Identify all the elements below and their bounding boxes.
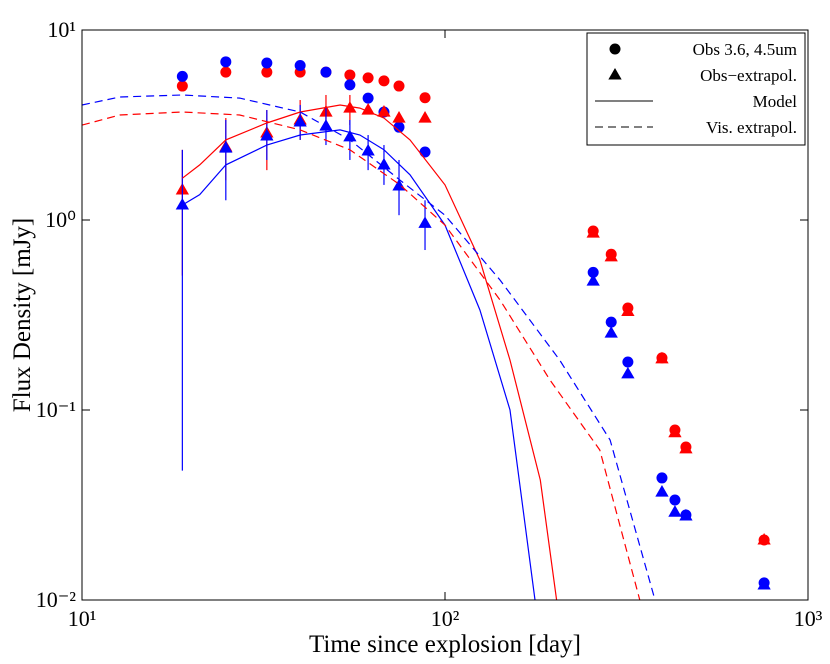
extrapolated-point: [668, 425, 682, 438]
obs-point: [669, 494, 681, 506]
obs-point: [261, 57, 273, 69]
obs-point: [176, 70, 188, 82]
extrapolated-point: [586, 226, 600, 238]
obs-point: [622, 356, 634, 368]
legend: Obs 3.6, 4.5um Obs−extrapol. Model Vis. ext…: [586, 32, 806, 146]
extrapolation-line: [82, 111, 641, 600]
legend-box: [586, 32, 806, 146]
extrapolated-point: [418, 111, 432, 123]
legend-label: Obs−extrapol.: [700, 66, 797, 85]
legend-label: Obs 3.6, 4.5um: [693, 40, 797, 59]
extrapolated-point: [219, 141, 233, 153]
y-tick-label: 10⁻²: [36, 587, 77, 612]
obs-point: [362, 92, 374, 104]
obs-point: [362, 72, 374, 84]
y-tick-label: 10¹: [47, 17, 76, 42]
obs-point: [393, 80, 405, 92]
extrapolated-point: [757, 577, 771, 590]
legend-symbol: [609, 43, 621, 55]
model-line: [182, 129, 536, 600]
extrapolated-point: [361, 143, 375, 156]
x-axis-label: Time since explosion [day]: [309, 631, 581, 658]
y-axis-label: Flux Density [mJy]: [9, 218, 36, 412]
y-tick-label: 10⁰: [45, 207, 76, 232]
obs-point: [220, 56, 232, 68]
model-line: [182, 104, 558, 600]
legend-symbol: [608, 68, 622, 80]
x-tick-label: 10²: [431, 606, 460, 631]
obs-point: [419, 146, 431, 158]
extrapolated-point: [621, 366, 635, 379]
obs-point: [419, 92, 431, 104]
extrapolation-line: [82, 94, 656, 600]
obs-point: [605, 316, 617, 328]
extrapolated-point: [668, 505, 682, 517]
extrapolated-point: [655, 485, 669, 497]
extrapolated-point: [418, 216, 432, 228]
obs-point: [261, 66, 273, 78]
obs-point: [176, 80, 188, 92]
extrapolated-point: [293, 114, 307, 127]
obs-point: [656, 472, 668, 484]
obs-point: [294, 60, 306, 72]
extrapolated-point: [655, 351, 669, 364]
extrapolated-point: [377, 105, 391, 117]
legend-label: Model: [753, 92, 798, 111]
extrapolated-point: [604, 326, 618, 338]
obs-point: [344, 69, 356, 81]
extrapolated-point: [361, 103, 375, 115]
obs-point: [378, 75, 390, 87]
extrapolated-point: [757, 532, 771, 545]
legend-label: Vis. extrapol.: [706, 118, 797, 137]
obs-point: [587, 266, 599, 278]
extrapolated-point: [377, 157, 391, 170]
extrapolated-point: [586, 274, 600, 286]
obs-point: [320, 66, 332, 78]
extrapolated-point: [260, 128, 274, 141]
obs-point: [220, 66, 232, 78]
plot-area: [82, 56, 771, 600]
obs-point: [393, 121, 405, 133]
extrapolated-point: [621, 304, 635, 317]
extrapolated-point: [679, 508, 693, 521]
x-tick-label: 10¹: [68, 606, 97, 631]
x-tick-label: 10³: [794, 606, 823, 631]
extrapolated-point: [679, 441, 693, 454]
obs-point: [344, 79, 356, 91]
extrapolated-point: [175, 197, 190, 210]
extrapolated-point: [392, 111, 406, 123]
extrapolated-point: [604, 249, 618, 262]
y-tick-label: 10⁻¹: [36, 397, 76, 422]
